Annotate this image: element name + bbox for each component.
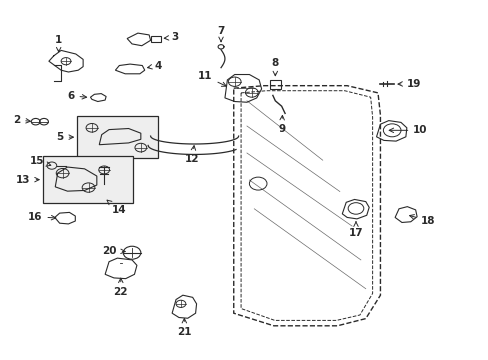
Text: 16: 16 <box>28 212 56 222</box>
Bar <box>43 156 133 203</box>
Text: 11: 11 <box>198 71 226 86</box>
Bar <box>269 80 280 89</box>
Text: 5: 5 <box>57 132 73 142</box>
Text: 12: 12 <box>184 146 199 164</box>
Text: 9: 9 <box>278 116 285 134</box>
Text: 15: 15 <box>30 156 51 166</box>
Bar <box>77 116 158 158</box>
Text: 1: 1 <box>55 35 62 52</box>
Text: 19: 19 <box>397 78 420 89</box>
Text: 10: 10 <box>388 125 427 135</box>
Text: 3: 3 <box>164 32 178 42</box>
Text: 17: 17 <box>348 222 363 238</box>
Text: 20: 20 <box>102 246 125 256</box>
Text: 21: 21 <box>177 319 191 337</box>
Text: 6: 6 <box>67 91 86 101</box>
Bar <box>150 36 161 42</box>
Text: 22: 22 <box>113 278 128 297</box>
Text: 18: 18 <box>409 215 435 226</box>
Text: 13: 13 <box>16 175 39 185</box>
Text: 8: 8 <box>271 58 278 76</box>
Text: 4: 4 <box>147 60 162 71</box>
Text: 2: 2 <box>13 115 30 125</box>
Text: 14: 14 <box>107 200 126 215</box>
Text: 7: 7 <box>217 26 224 42</box>
